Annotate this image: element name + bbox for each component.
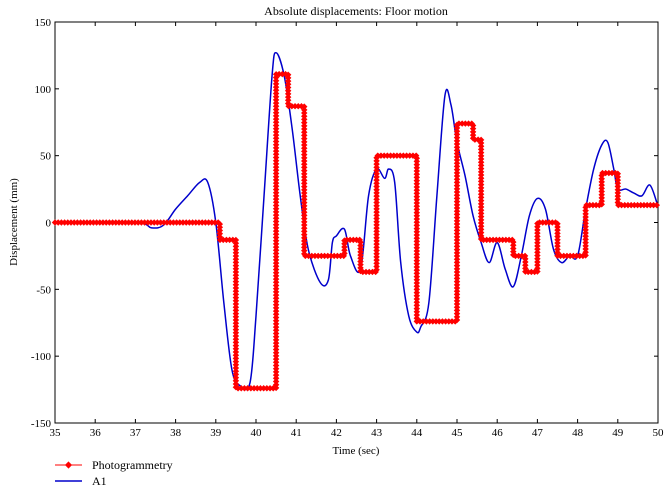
x-tick-label: 39 <box>210 427 222 439</box>
chart-title: Absolute displacements: Floor motion <box>264 4 448 18</box>
legend-label-a1: A1 <box>92 474 107 488</box>
y-tick-label: -150 <box>31 418 52 430</box>
y-tick-label: 150 <box>35 17 52 29</box>
y-tick-label: -100 <box>31 351 52 363</box>
y-tick-label: -50 <box>36 284 51 296</box>
x-tick-label: 45 <box>452 427 464 439</box>
x-tick-label: 37 <box>130 427 142 439</box>
x-tick-label: 35 <box>50 427 62 439</box>
x-tick-label: 48 <box>572 427 584 439</box>
legend: Photogrammetry A1 <box>55 458 173 488</box>
x-tick-label: 44 <box>411 427 423 439</box>
x-tick-label: 41 <box>291 427 302 439</box>
legend-marker-photogrammetry <box>66 462 72 468</box>
x-tick-label: 47 <box>532 427 544 439</box>
x-tick-label: 50 <box>653 427 665 439</box>
y-tick-label: 50 <box>40 151 52 163</box>
x-tick-label: 43 <box>371 427 383 439</box>
x-tick-label: 49 <box>612 427 624 439</box>
y-axis-title: Displacement (mm) <box>8 178 20 266</box>
x-tick-label: 46 <box>492 427 504 439</box>
x-tick-label: 42 <box>331 427 342 439</box>
x-tick-label: 36 <box>90 427 102 439</box>
y-tick-label: 0 <box>46 218 52 230</box>
x-tick-label: 40 <box>251 427 263 439</box>
x-tick-label: 38 <box>170 427 182 439</box>
y-tick-label: 100 <box>35 84 52 96</box>
x-axis-title: Time (sec) <box>333 445 380 457</box>
legend-label-photogrammetry: Photogrammetry <box>92 458 173 472</box>
